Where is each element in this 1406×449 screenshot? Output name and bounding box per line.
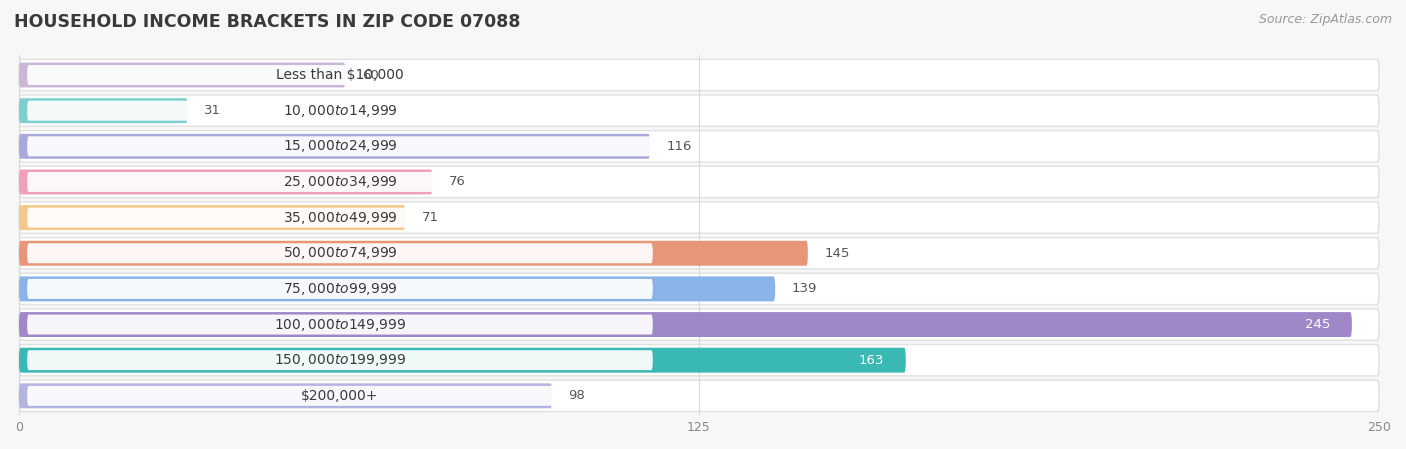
FancyBboxPatch shape [27,101,652,121]
Text: 139: 139 [792,282,817,295]
Text: $75,000 to $99,999: $75,000 to $99,999 [283,281,398,297]
FancyBboxPatch shape [20,59,1379,91]
FancyBboxPatch shape [27,172,652,192]
Text: $150,000 to $199,999: $150,000 to $199,999 [274,352,406,368]
FancyBboxPatch shape [20,205,405,230]
FancyBboxPatch shape [27,350,652,370]
Text: 163: 163 [859,354,884,367]
FancyBboxPatch shape [20,238,1379,269]
FancyBboxPatch shape [27,207,652,228]
Text: $25,000 to $34,999: $25,000 to $34,999 [283,174,398,190]
FancyBboxPatch shape [20,169,433,194]
FancyBboxPatch shape [20,312,1351,337]
FancyBboxPatch shape [27,279,652,299]
FancyBboxPatch shape [20,166,1379,198]
Text: 145: 145 [824,247,849,260]
Text: HOUSEHOLD INCOME BRACKETS IN ZIP CODE 07088: HOUSEHOLD INCOME BRACKETS IN ZIP CODE 07… [14,13,520,31]
FancyBboxPatch shape [20,134,650,159]
FancyBboxPatch shape [20,277,775,301]
FancyBboxPatch shape [20,273,1379,304]
Text: $50,000 to $74,999: $50,000 to $74,999 [283,245,398,261]
FancyBboxPatch shape [20,383,553,408]
FancyBboxPatch shape [20,95,1379,126]
Text: 60: 60 [361,69,378,82]
FancyBboxPatch shape [27,65,652,85]
FancyBboxPatch shape [27,386,652,406]
Text: Source: ZipAtlas.com: Source: ZipAtlas.com [1258,13,1392,26]
FancyBboxPatch shape [20,202,1379,233]
Text: 31: 31 [204,104,221,117]
Text: 71: 71 [422,211,439,224]
FancyBboxPatch shape [20,131,1379,162]
Text: 76: 76 [449,176,465,189]
Text: $100,000 to $149,999: $100,000 to $149,999 [274,317,406,333]
Text: $15,000 to $24,999: $15,000 to $24,999 [283,138,398,154]
Text: Less than $10,000: Less than $10,000 [276,68,404,82]
FancyBboxPatch shape [20,380,1379,412]
Text: 245: 245 [1305,318,1330,331]
Text: $200,000+: $200,000+ [301,389,378,403]
FancyBboxPatch shape [20,241,808,266]
FancyBboxPatch shape [20,62,346,88]
Text: 98: 98 [568,389,585,402]
FancyBboxPatch shape [20,98,187,123]
Text: $10,000 to $14,999: $10,000 to $14,999 [283,103,398,119]
FancyBboxPatch shape [27,243,652,263]
FancyBboxPatch shape [27,136,652,156]
FancyBboxPatch shape [20,348,905,373]
FancyBboxPatch shape [27,315,652,335]
Text: 116: 116 [666,140,692,153]
Text: $35,000 to $49,999: $35,000 to $49,999 [283,210,398,225]
FancyBboxPatch shape [20,344,1379,376]
FancyBboxPatch shape [20,309,1379,340]
